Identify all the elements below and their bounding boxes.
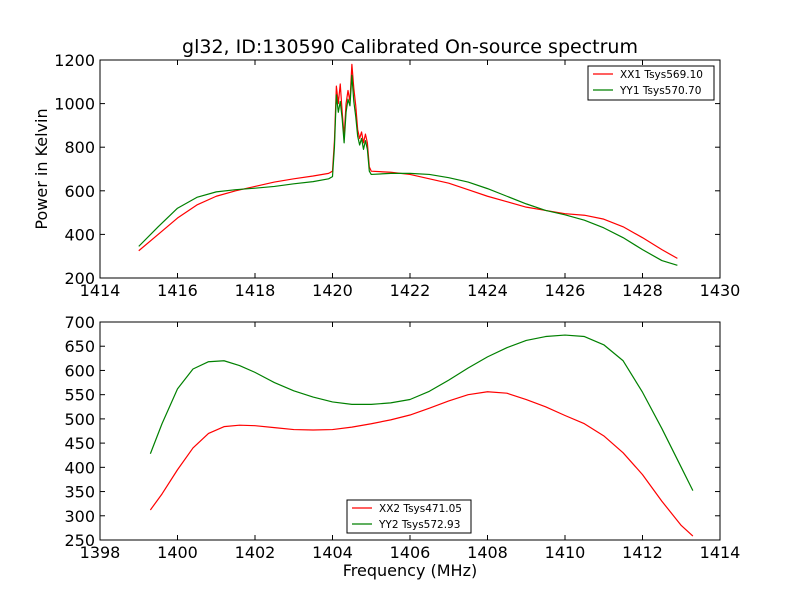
bottom-y-tick-label: 700 — [64, 313, 95, 332]
top-x-tick-label: 1426 — [545, 281, 586, 300]
bottom-y-tick-label: 500 — [64, 410, 95, 429]
top-x-tick-label: 1420 — [312, 281, 353, 300]
top-x-tick-label: 1430 — [700, 281, 741, 300]
bottom-x-tick-label: 1410 — [545, 543, 586, 562]
bottom-x-tick-label: 1402 — [235, 543, 276, 562]
top-y-tick-label: 600 — [64, 182, 95, 201]
top-y-tick-label: 800 — [64, 138, 95, 157]
bottom-y-tick-label: 250 — [64, 531, 95, 550]
top-y-tick-label: 1200 — [54, 51, 95, 70]
bottom-series-line-yy — [149, 334, 694, 491]
bottom-series-line-xx — [149, 391, 694, 537]
bottom-legend-box — [346, 499, 472, 534]
chart-title: gl32, ID:130590 Calibrated On-source spe… — [182, 36, 638, 58]
bottom-y-tick-label: 600 — [64, 361, 95, 380]
top-legend: XX1 Tsys569.10 YY1 Tsys570.70 — [587, 65, 715, 101]
top-legend-box — [587, 65, 715, 101]
bottom-legend: XX2 Tsys471.05 YY2 Tsys572.93 — [346, 499, 472, 534]
legend-label-xx1: XX1 Tsys569.10 — [620, 69, 703, 81]
top-plot-frame — [99, 59, 721, 279]
bottom-x-tick-label: 1408 — [467, 543, 508, 562]
top-x-tick-label: 1422 — [390, 281, 431, 300]
top-x-tick-label: 1428 — [622, 281, 663, 300]
bottom-x-tick-label: 1404 — [312, 543, 353, 562]
top-panel: gl32, ID:130590 Calibrated On-source spe… — [32, 36, 740, 300]
bottom-plot-frame — [99, 321, 721, 541]
top-y-tick-label: 200 — [64, 269, 95, 288]
top-x-tick-label: 1424 — [467, 281, 508, 300]
y-axis-label: Power in Kelvin — [32, 108, 51, 229]
bottom-y-tick-label: 350 — [64, 483, 95, 502]
top-x-tick-label: 1416 — [157, 281, 198, 300]
legend-label-xx2: XX2 Tsys471.05 — [379, 503, 462, 515]
bottom-y-tick-label: 400 — [64, 458, 95, 477]
top-y-tick-label: 400 — [64, 225, 95, 244]
top-series-line-yy — [138, 74, 678, 266]
bottom-x-tick-label: 1398 — [80, 543, 121, 562]
top-x-tick-label: 1414 — [80, 281, 121, 300]
bottom-x-tick-label: 1406 — [390, 543, 431, 562]
bottom-x-tick-label: 1414 — [700, 543, 741, 562]
bottom-x-tick-label: 1412 — [622, 543, 663, 562]
top-x-tick-label: 1418 — [235, 281, 276, 300]
x-axis-label: Frequency (MHz) — [343, 561, 477, 580]
bottom-y-tick-label: 300 — [64, 507, 95, 526]
bottom-y-tick-label: 450 — [64, 434, 95, 453]
legend-label-yy2: YY2 Tsys572.93 — [378, 519, 460, 531]
bottom-y-tick-label: 550 — [64, 386, 95, 405]
bottom-panel: Frequency (MHz) 1398 1400 1402 1404 1406 1408… — [64, 313, 740, 580]
top-y-tick-label: 1000 — [54, 95, 95, 114]
legend-label-yy1: YY1 Tsys570.70 — [619, 85, 701, 97]
bottom-y-tick-label: 650 — [64, 337, 95, 356]
bottom-x-tick-label: 1400 — [157, 543, 198, 562]
top-series-line-xx — [138, 63, 678, 259]
